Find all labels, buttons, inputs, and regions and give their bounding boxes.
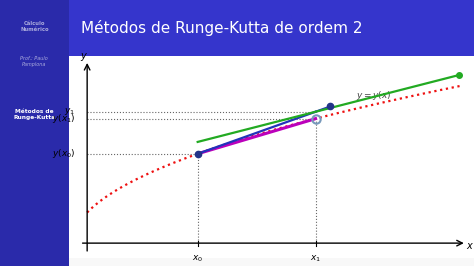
Text: Métodos de Runge-Kutta de ordem 2: Métodos de Runge-Kutta de ordem 2 [81,20,363,36]
Text: $y(x_1)$: $y(x_1)$ [52,112,75,125]
Text: $y(x_0)$: $y(x_0)$ [52,147,75,160]
Text: $y = y(x)$: $y = y(x)$ [356,89,392,102]
Text: Prof.: Paulo
Pamplona: Prof.: Paulo Pamplona [20,56,48,66]
Text: $y_1$: $y_1$ [64,106,75,117]
Text: $x_1$: $x_1$ [310,254,321,264]
Text: $x$: $x$ [466,241,474,251]
Text: Métodos de
Runge-Kutta: Métodos de Runge-Kutta [13,109,55,120]
Text: $x_0$: $x_0$ [192,254,203,264]
Text: $y$: $y$ [80,51,88,63]
Text: Cálculo
Numérico: Cálculo Numérico [20,21,49,32]
